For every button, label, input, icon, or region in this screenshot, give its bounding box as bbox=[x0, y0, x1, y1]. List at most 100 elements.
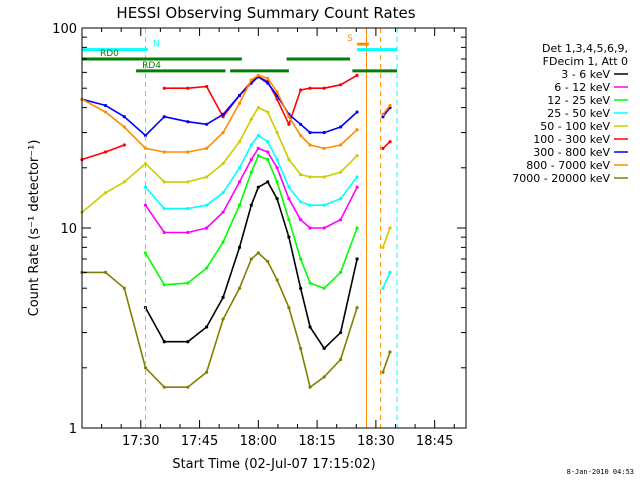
data-point bbox=[287, 218, 291, 222]
data-point bbox=[308, 281, 312, 285]
axes: 17:30 17:45 18:00 18:15 18:30 18:45 1 10 100 bbox=[52, 22, 466, 449]
chart-title: HESSI Observing Summary Count Rates bbox=[116, 4, 415, 22]
data-point bbox=[103, 103, 108, 108]
data-point bbox=[186, 180, 190, 184]
data-point bbox=[205, 370, 209, 374]
data-point bbox=[339, 170, 343, 174]
data-point bbox=[275, 97, 279, 101]
data-point bbox=[388, 226, 392, 230]
data-point bbox=[249, 117, 253, 121]
data-point bbox=[322, 346, 326, 351]
flag-bars: N RD0 RD4 S bbox=[82, 28, 398, 428]
x-tick-label: 18:30 bbox=[357, 434, 394, 449]
x-tick-label: 17:30 bbox=[122, 434, 159, 449]
data-point bbox=[339, 357, 343, 362]
data-point bbox=[388, 350, 392, 354]
y-axis-label: Count Rate (s⁻¹ detector⁻¹) bbox=[27, 140, 42, 317]
data-point bbox=[162, 150, 166, 154]
series-line bbox=[144, 154, 358, 289]
data-point bbox=[143, 251, 148, 255]
series-line bbox=[144, 134, 391, 289]
data-point bbox=[275, 197, 279, 201]
data-point bbox=[205, 146, 209, 151]
series-line bbox=[81, 106, 391, 248]
data-point bbox=[249, 157, 253, 162]
data-point bbox=[122, 125, 126, 129]
data-point bbox=[275, 180, 279, 184]
series-7 bbox=[80, 73, 392, 154]
data-point bbox=[322, 226, 326, 230]
x-axis-label: Start Time (02-Jul-07 17:15:02) bbox=[172, 457, 375, 472]
legend: Det 1,3,4,5,6,9,FDecim 1, Att 03 - 6 keV… bbox=[512, 42, 628, 185]
x-tick-label: 17:45 bbox=[181, 434, 218, 449]
data-point bbox=[237, 180, 242, 184]
legend-header: FDecim 1, Att 0 bbox=[543, 55, 628, 68]
data-point bbox=[103, 191, 108, 195]
data-point bbox=[275, 157, 279, 162]
data-point bbox=[122, 143, 126, 147]
series-line bbox=[81, 74, 391, 153]
series-line bbox=[144, 147, 358, 234]
data-point bbox=[221, 191, 225, 195]
data-point bbox=[287, 305, 291, 310]
y-tick-label: 10 bbox=[60, 222, 77, 237]
data-point bbox=[256, 251, 260, 255]
data-point bbox=[287, 157, 291, 162]
data-point bbox=[355, 73, 359, 77]
data-point bbox=[122, 180, 126, 184]
data-point bbox=[308, 226, 312, 230]
data-point bbox=[266, 110, 270, 114]
data-point bbox=[322, 175, 326, 179]
data-point bbox=[287, 185, 291, 189]
data-point bbox=[339, 330, 343, 335]
data-point bbox=[221, 115, 225, 119]
data-point bbox=[339, 218, 343, 222]
data-point bbox=[249, 78, 253, 82]
data-point bbox=[162, 283, 166, 287]
data-point bbox=[355, 226, 359, 230]
data-point bbox=[162, 340, 166, 344]
data-point bbox=[221, 130, 225, 135]
legend-label: 3 - 6 keV bbox=[561, 68, 610, 81]
data-point bbox=[186, 230, 190, 235]
data-point bbox=[237, 93, 242, 98]
series-6 bbox=[80, 75, 392, 138]
flag-label: RD4 bbox=[142, 61, 161, 71]
data-point bbox=[186, 340, 190, 344]
data-point bbox=[339, 270, 343, 274]
data-point bbox=[237, 245, 242, 249]
data-point bbox=[322, 146, 326, 151]
data-point bbox=[355, 257, 359, 261]
flag-label: S bbox=[347, 34, 353, 44]
x-tick-label: 18:45 bbox=[416, 434, 453, 449]
data-point bbox=[162, 180, 166, 184]
data-point bbox=[143, 366, 148, 370]
data-point bbox=[322, 286, 326, 290]
x-tick-label: 18:15 bbox=[298, 434, 335, 449]
data-point bbox=[299, 122, 303, 126]
data-point bbox=[308, 385, 312, 389]
data-point bbox=[221, 210, 225, 214]
series-1 bbox=[143, 146, 359, 235]
series-line bbox=[144, 181, 358, 350]
data-point bbox=[186, 207, 190, 211]
flag-label: RD0 bbox=[100, 49, 119, 59]
data-point bbox=[299, 286, 303, 290]
data-point bbox=[143, 203, 148, 207]
y-tick-label: 100 bbox=[52, 22, 77, 37]
legend-label: 12 - 25 keV bbox=[547, 94, 610, 107]
data-point bbox=[355, 154, 359, 158]
data-point bbox=[355, 128, 359, 132]
data-point bbox=[186, 281, 190, 285]
data-point bbox=[381, 112, 385, 116]
data-point bbox=[249, 257, 253, 261]
data-point bbox=[103, 150, 108, 154]
series-0 bbox=[143, 180, 359, 351]
data-point bbox=[103, 270, 108, 274]
data-point bbox=[299, 172, 303, 177]
data-point bbox=[339, 197, 343, 201]
data-point bbox=[287, 235, 291, 239]
data-point bbox=[237, 166, 242, 170]
y-tick-label: 1 bbox=[69, 422, 77, 437]
legend-header: Det 1,3,4,5,6,9, bbox=[542, 42, 628, 55]
